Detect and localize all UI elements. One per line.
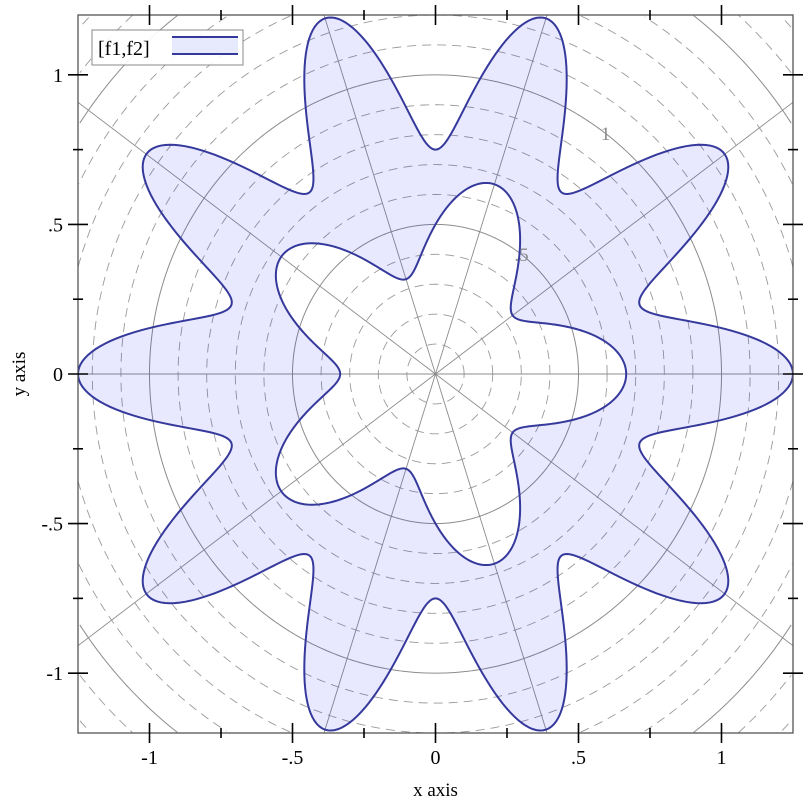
y-tick-label: -1: [46, 663, 63, 685]
polar-spoke: [78, 373, 436, 647]
legend-swatch-fill: [172, 37, 238, 54]
minor-radius-circle: [263, 194, 608, 554]
polar-spoke: [435, 101, 793, 375]
y-tick-label: .5: [48, 214, 63, 236]
minor-radius-circle: [234, 164, 637, 584]
polar-radius-label: .5: [514, 245, 528, 266]
x-tick-label: -.5: [282, 747, 304, 769]
polar-spoke: [435, 373, 548, 733]
polar-spoke: [435, 373, 793, 647]
y-tick-label: 1: [53, 65, 63, 87]
y-tick-label: 0: [53, 364, 63, 386]
series-layer: [78, 16, 793, 732]
x-axis-title: x axis: [413, 780, 458, 801]
polar-grid-labels: .5 1: [514, 124, 610, 266]
interval-fill: [78, 17, 793, 731]
polar-spoke: [323, 373, 436, 733]
polar-radius-label: 1: [601, 124, 611, 145]
y-axis-title: y axis: [9, 352, 30, 397]
minor-radius-circle: [78, 15, 793, 733]
x-tick-label: 0: [431, 747, 441, 769]
x-tick-label: 1: [717, 747, 727, 769]
legend: [f1,f2]: [91, 29, 244, 66]
outer-boundary-line-f2: [78, 16, 793, 732]
x-tick-label: .5: [571, 747, 586, 769]
y-tick-label: -.5: [41, 514, 63, 536]
minor-radius-circle: [79, 17, 792, 731]
inner-boundary-line-f1: [274, 181, 628, 567]
x-tick-label: -1: [141, 747, 158, 769]
minor-radius-circle: [78, 16, 793, 732]
legend-label: [f1,f2]: [98, 38, 150, 60]
polar-spoke: [435, 15, 548, 375]
polar-spoke: [78, 101, 436, 375]
axis-ticks: -1 -.5 0 .5 1 -1 -.5 0 .5 1: [41, 5, 803, 769]
polar-spoke: [323, 15, 436, 375]
